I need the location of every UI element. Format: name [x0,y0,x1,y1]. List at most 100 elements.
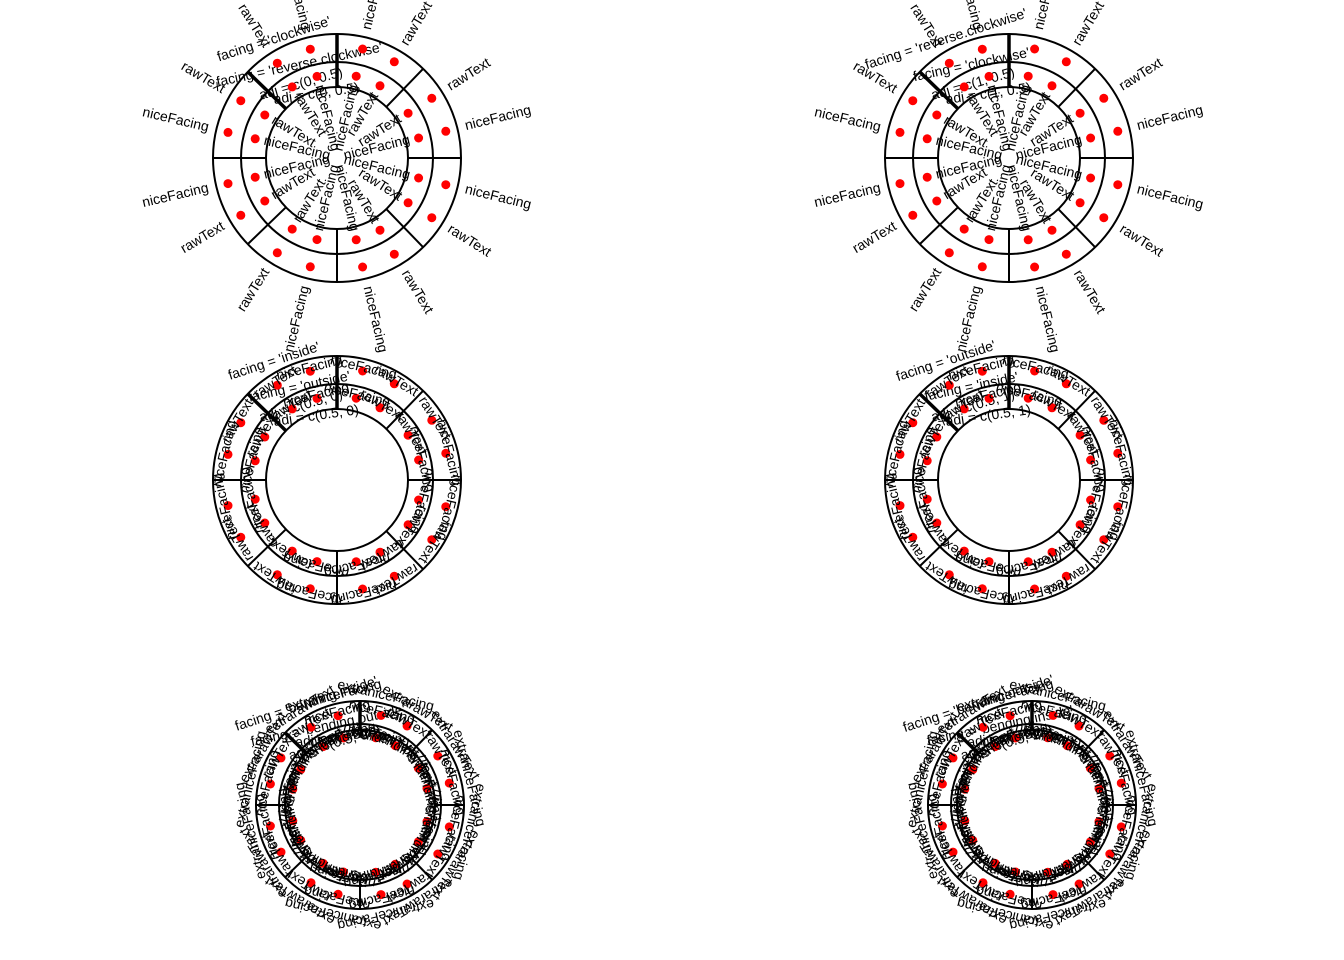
data-point [1099,213,1109,223]
sector-separator [1057,208,1096,248]
data-point [1023,235,1033,245]
data-point [948,753,958,763]
data-point [236,418,246,428]
data-point [318,742,328,752]
outer-sector-label: rawText [849,218,899,256]
data-point [1113,448,1123,458]
sector-separator [411,729,433,752]
sector-separator [411,858,433,881]
data-point [441,502,451,512]
data-point [422,817,432,826]
data-point [1061,571,1071,581]
data-point [959,546,969,556]
outer-sector-label: rawText [1117,220,1166,259]
data-point [937,821,947,831]
data-point [296,835,306,845]
data-point [1113,180,1123,190]
data-point [944,380,954,390]
data-point [333,889,343,899]
data-point [444,822,454,832]
data-point [265,821,275,831]
data-point [402,879,412,889]
data-point [1005,889,1015,899]
data-point [1116,822,1126,832]
outer-sector-label: niceFacing [1135,101,1205,133]
data-point [1094,784,1104,793]
data-point [287,404,297,414]
data-point [1074,721,1084,731]
data-point [1047,225,1057,235]
data-point [977,584,987,594]
data-point [414,455,424,465]
data-point [223,501,233,511]
data-point [403,198,413,208]
sector-separator [919,206,959,245]
data-point [414,495,424,505]
data-point [250,456,260,466]
data-point [1086,133,1096,143]
data-point [1005,711,1015,721]
data-point [1043,867,1053,877]
data-point [1116,778,1126,788]
data-point [977,262,987,272]
outer-sector-label: niceFacing [1136,180,1206,212]
sector-separator [385,530,424,570]
data-point [937,779,947,789]
data-point [959,404,969,414]
sector-separator [919,528,959,567]
data-point [305,366,315,376]
data-point [403,108,413,118]
data-point [414,173,424,183]
data-point [990,742,1000,752]
data-point [948,847,958,857]
data-point [895,127,905,137]
data-point [1030,262,1040,272]
data-point [1047,403,1057,413]
outer-sector-label: niceFacing [1030,0,1061,31]
data-point [1085,837,1095,847]
data-point [1086,173,1096,183]
data-point [276,847,286,857]
data-point [932,110,942,120]
data-point [376,890,386,900]
data-point [977,366,987,376]
data-point [389,379,399,389]
outer-sector-label: niceFacing [812,179,882,210]
data-point [272,570,282,580]
data-point [351,235,361,245]
data-point [351,393,361,403]
panel-bending-inside: facing = 'bending.inside'facing = 'bendi… [231,672,490,934]
data-point [1061,57,1071,67]
data-point [1075,108,1085,118]
data-point [895,179,905,189]
data-point [1030,366,1040,376]
data-point [1048,890,1058,900]
data-point [1099,415,1109,425]
data-point [1099,535,1109,545]
data-point [236,96,246,106]
data-point [296,765,306,775]
data-point [272,380,282,390]
data-point [305,44,315,54]
data-point [260,432,270,442]
data-point [1113,126,1123,136]
data-point [414,133,424,143]
outer-sector-label: rawText [445,220,494,259]
data-point [1048,710,1058,720]
data-point [433,849,443,859]
data-point [922,456,932,466]
data-point [960,816,970,826]
data-point [1105,849,1115,859]
data-point [1061,379,1071,389]
data-point [1074,879,1084,889]
data-point [1075,430,1085,440]
data-point [351,557,361,567]
data-point [990,858,1000,868]
data-point [351,71,361,81]
data-point [1011,733,1020,743]
data-point [389,57,399,67]
data-point [272,58,282,68]
data-point [389,571,399,581]
